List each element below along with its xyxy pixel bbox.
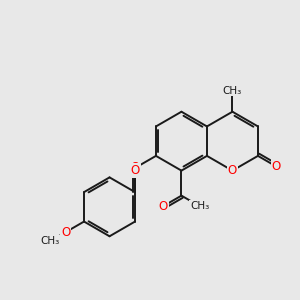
Text: O: O xyxy=(130,161,140,175)
Text: O: O xyxy=(130,164,140,177)
Text: O: O xyxy=(272,160,281,173)
Text: CH₃: CH₃ xyxy=(190,201,209,211)
Text: O: O xyxy=(61,226,70,239)
Text: O: O xyxy=(228,164,237,177)
Text: CH₃: CH₃ xyxy=(40,236,59,246)
Text: CH₃: CH₃ xyxy=(223,85,242,95)
Text: O: O xyxy=(158,200,168,213)
